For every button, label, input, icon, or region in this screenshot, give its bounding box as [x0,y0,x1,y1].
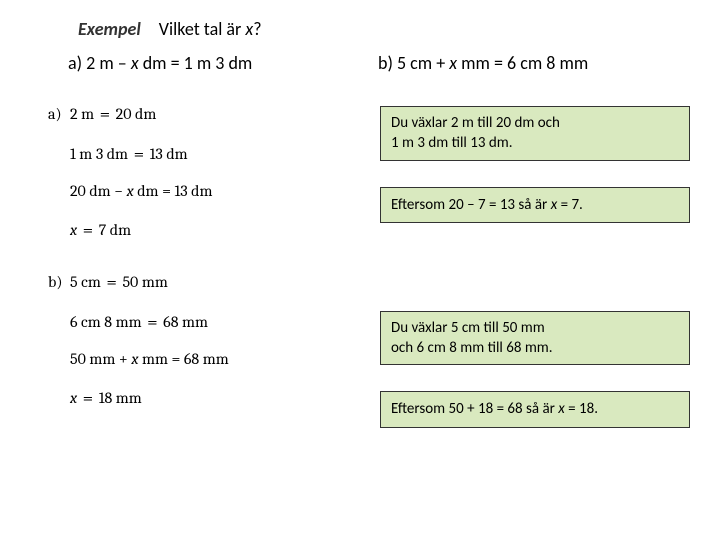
work-a-line4: x = 7 dm [70,218,380,240]
label-a: a) [48,105,70,123]
note-b1: Du växlar 5 cm till 50 mm och 6 cm 8 mm … [380,311,690,366]
work-a-line3-post: dm = 13 dm [134,182,213,200]
work-a-line3: 20 dm − x dm = 13 dm [70,182,380,200]
work-a-line2: 1 m 3 dm = 13 dm [70,142,380,164]
work-a-line1: a)2 m = 20 dm [48,102,380,124]
problem-b: b) 5 cm + x mm = 6 cm 8 mm [378,52,588,74]
note-a1: Du växlar 2 m till 20 dm och 1 m 3 dm ti… [380,106,690,161]
work-a-line3-pre: 20 dm − [70,182,127,200]
problem-a-x: x [131,52,139,74]
work-a-line3-x: x [127,182,134,200]
note-a1-line1: Du växlar 2 m till 20 dm och [391,114,560,132]
problem-a: a) 2 m – x dm = 1 m 3 dm [68,52,378,74]
question-text: Vilket tal är x? [159,18,262,40]
work-b-line1: b)5 cm = 50 mm [48,270,380,292]
note-b2-pre: Eftersom 50 + 18 = 68 så är [391,400,558,418]
problem-b-x: x [449,52,457,74]
question-post: ? [253,18,261,40]
note-a1-line2: 1 m 3 dm till 13 dm. [391,134,513,152]
work-b-line3-post: mm = 68 mm [138,350,228,368]
problem-b-post: mm = 6 cm 8 mm [457,52,588,74]
note-b1-line1: Du växlar 5 cm till 50 mm [391,319,545,337]
note-b1-line2: och 6 cm 8 mm till 68 mm. [391,339,553,357]
question-pre: Vilket tal är [159,18,246,40]
work-b-line3-pre: 50 mm + [70,350,131,368]
work-b-line2: 6 cm 8 mm = 68 mm [70,310,380,332]
note-b2-post: = 18. [565,400,598,418]
note-b2: Eftersom 50 + 18 = 68 så är x = 18. [380,391,690,427]
problem-b-pre: b) 5 cm + [378,52,449,74]
label-b: b) [48,273,70,291]
note-a2-pre: Eftersom 20 – 7 = 13 så är [391,196,551,214]
work-b-line3: 50 mm + x mm = 68 mm [70,350,380,368]
problem-a-pre: a) 2 m – [68,52,131,74]
work-b-line4: x = 18 mm [70,386,380,408]
exempel-label: Exempel [78,18,141,40]
note-a2: Eftersom 20 – 7 = 13 så är x = 7. [380,187,690,223]
note-a2-post: = 7. [557,196,583,214]
problem-a-post: dm = 1 m 3 dm [139,52,253,74]
